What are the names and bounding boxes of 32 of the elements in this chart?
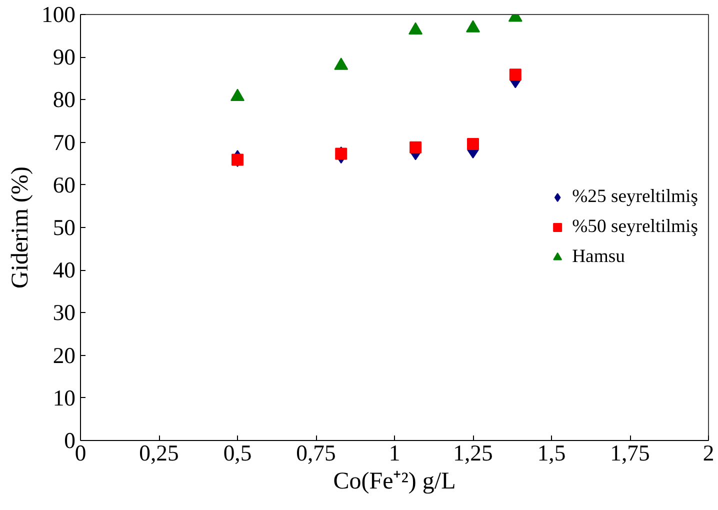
x-axis-title: Co(Fe⁺²) g/L xyxy=(333,468,456,494)
point xyxy=(408,22,423,35)
x-tick-label: 2 xyxy=(702,440,714,466)
point xyxy=(410,141,422,154)
y-tick-label: 60 xyxy=(52,172,76,198)
point xyxy=(334,58,348,70)
legend-label: %25 seyreltilmiş xyxy=(572,186,698,208)
point xyxy=(230,88,244,101)
x-tick-label: 1,25 xyxy=(453,440,493,466)
x-tick-label: 1,75 xyxy=(610,440,650,466)
y-tick-label: 70 xyxy=(52,130,76,155)
point xyxy=(466,20,480,32)
point xyxy=(232,154,244,166)
x-tick-label: 0,25 xyxy=(139,440,179,466)
y-tick-label: 80 xyxy=(52,87,76,112)
y-tick-label: 10 xyxy=(52,385,76,410)
point xyxy=(335,148,348,160)
y-tick-label: 50 xyxy=(52,215,76,240)
y-tick-label: 20 xyxy=(52,342,76,368)
x-tick-label: 1,5 xyxy=(537,440,566,466)
legend-label: Hamsu xyxy=(572,246,625,268)
y-tick-label: 100 xyxy=(42,2,76,27)
y-tick-label: 40 xyxy=(52,258,76,283)
y-tick-label: 30 xyxy=(52,300,76,326)
x-tick-label: 0,75 xyxy=(296,440,336,466)
y-tick-label: 90 xyxy=(52,44,76,70)
legend-label: %50 seyreltilmiş xyxy=(572,216,698,238)
x-tick-label: 1 xyxy=(388,440,400,466)
point xyxy=(509,68,522,81)
point xyxy=(467,138,479,150)
y-axis-title: Giderim (%) xyxy=(8,166,34,288)
x-tick-label: 0,5 xyxy=(223,440,252,466)
